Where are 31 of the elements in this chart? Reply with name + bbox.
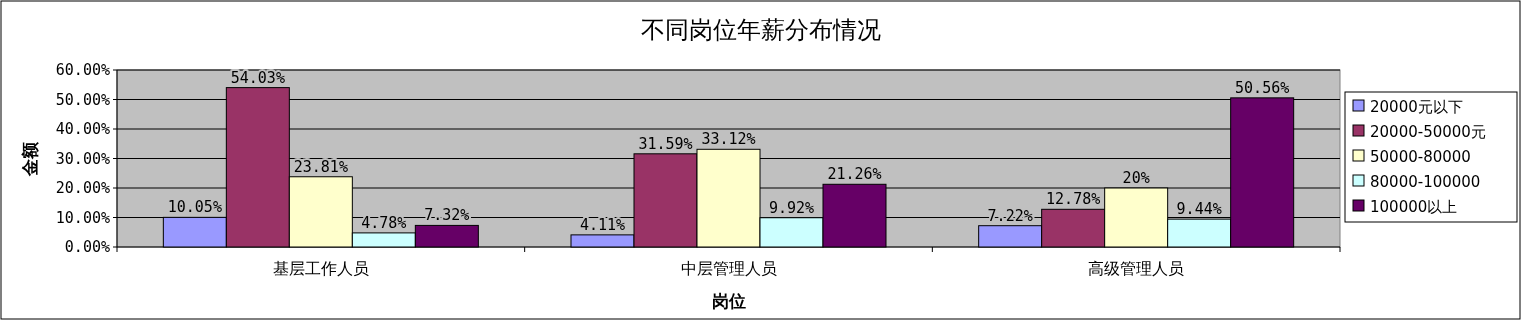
data-label: 10.05% (167, 198, 222, 217)
legend-label: 20000元以下 (1370, 98, 1463, 116)
x-axis-title: 岗位 (711, 291, 746, 311)
y-tick-label: 10.00% (55, 208, 110, 227)
legend-label: 80000-100000 (1370, 173, 1481, 191)
y-tick-label: 60.00% (55, 61, 110, 79)
data-label: 21.26% (827, 165, 882, 184)
y-tick-label: 50.00% (55, 90, 110, 109)
data-label: 12.78% (1046, 190, 1101, 209)
data-label: 4.11% (579, 215, 626, 234)
legend-label: 50000-80000 (1370, 148, 1471, 166)
y-tick-label: 30.00% (55, 149, 110, 168)
data-label: 23.81% (293, 157, 348, 176)
data-label: 50.56% (1235, 78, 1290, 97)
chart-title: 不同岗位年薪分布情况 (641, 16, 881, 44)
y-tick-label: 0.00% (64, 238, 110, 256)
data-label: 9.92% (768, 198, 815, 217)
y-tick-label: 20.00% (55, 179, 110, 197)
data-label: 33.12% (701, 130, 756, 149)
legend-label: 20000-50000元 (1370, 123, 1486, 141)
x-tick-label: 中层管理人员 (680, 259, 777, 278)
data-label: 31.59% (638, 134, 693, 153)
y-tick-label: 40.00% (55, 120, 110, 138)
data-label: 20% (1122, 169, 1150, 187)
x-tick-label: 高级管理人员 (1088, 259, 1185, 278)
data-label: 54.03% (230, 68, 285, 87)
legend-label: 100000以上 (1370, 198, 1458, 216)
data-label: 4.78% (361, 213, 407, 232)
data-label: 9.44% (1176, 200, 1222, 219)
y-axis-title: 金额 (20, 140, 40, 177)
x-tick-label: 基层工作人员 (272, 259, 369, 278)
